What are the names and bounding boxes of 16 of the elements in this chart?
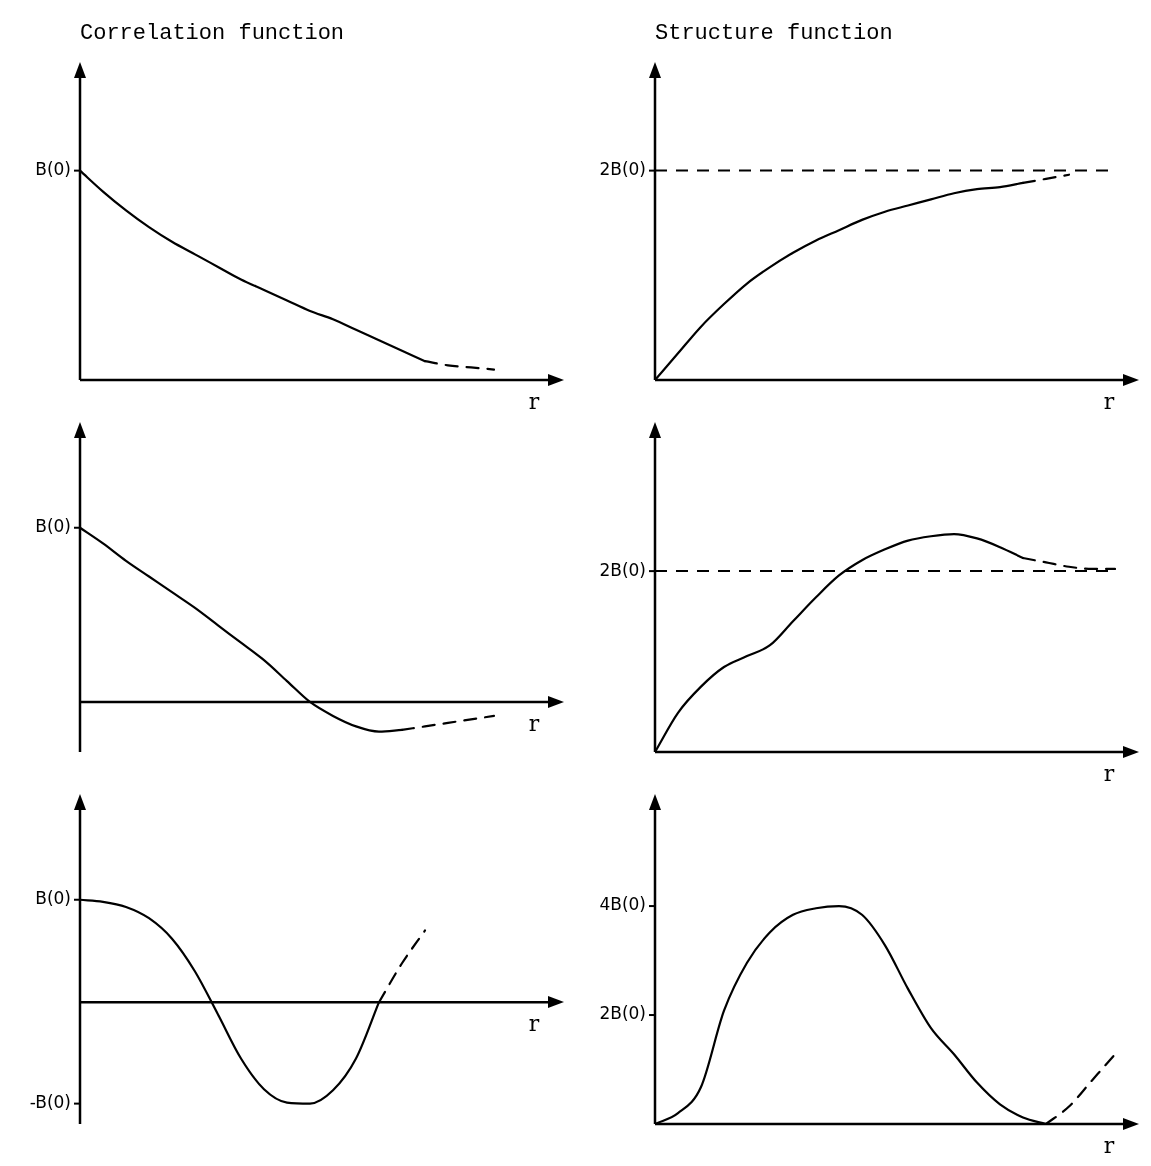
x-axis-title: r xyxy=(1103,388,1115,414)
x-axis-title: r xyxy=(528,1010,540,1036)
x-axis-title: r xyxy=(528,710,540,736)
chart-title: Correlation function xyxy=(80,21,345,47)
text: B(0) xyxy=(35,516,71,537)
ref-line-label: 2B(0) xyxy=(599,159,646,180)
text: 2B(0) xyxy=(599,1003,646,1024)
ref-line-label: 2B(0) xyxy=(599,559,646,580)
chart-title: Structure function xyxy=(655,21,893,47)
x-axis-title: r xyxy=(1103,1132,1115,1158)
x-axis-title: r xyxy=(528,388,540,414)
text: -B(0) xyxy=(29,1092,71,1113)
x-axis-title: r xyxy=(1103,760,1115,786)
text: B(0) xyxy=(35,159,71,180)
text: 4B(0) xyxy=(599,894,646,915)
text: B(0) xyxy=(35,888,71,909)
